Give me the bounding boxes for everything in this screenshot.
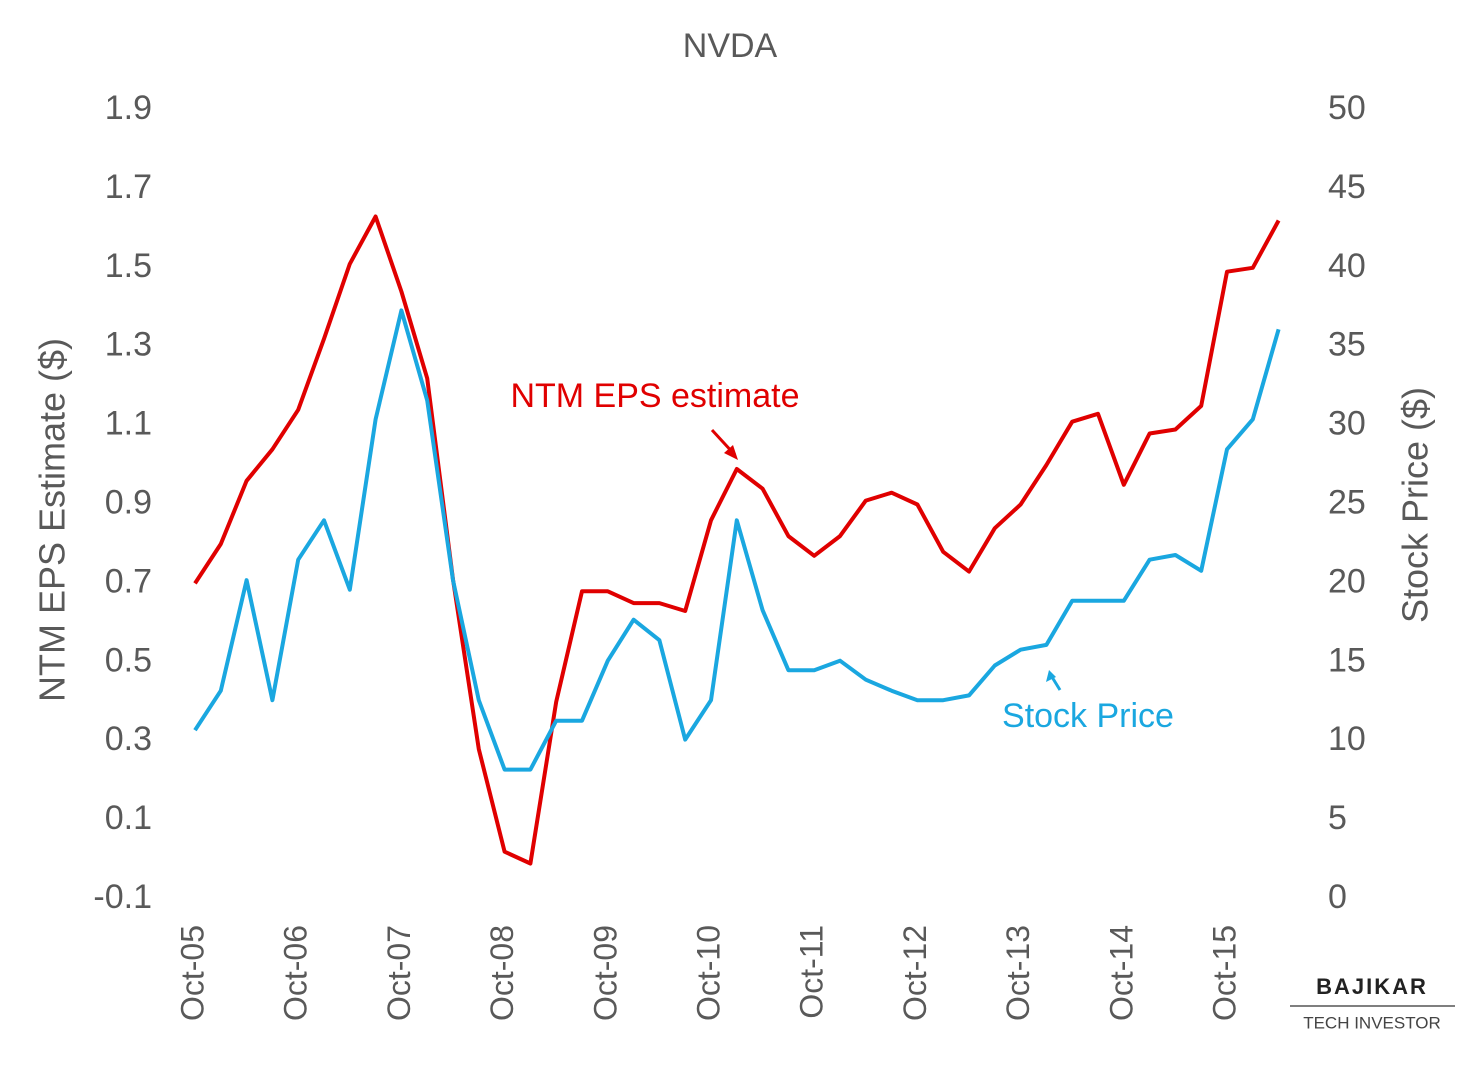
series-line [193, 308, 1281, 772]
y-tick-label: 1.1 [105, 405, 152, 443]
y-tick-label: 0.3 [105, 720, 152, 758]
series-annotation: NTM EPS estimate [510, 377, 799, 415]
annotation-arrow [1050, 676, 1062, 691]
series-annotation: Stock Price [1002, 697, 1174, 735]
chart-title: NVDA [683, 27, 778, 65]
y-tick-label: -0.1 [93, 878, 152, 916]
y2-tick-label: 25 [1328, 483, 1366, 521]
x-tick-label: Oct-07 [381, 925, 417, 1021]
x-tick-label: Oct-05 [174, 925, 210, 1021]
y2-tick-label: 20 [1328, 562, 1366, 600]
y-tick-label: 0.5 [105, 641, 152, 679]
x-tick-label: Oct-13 [1000, 925, 1036, 1021]
arrow-head [1046, 670, 1056, 682]
y-tick-label: 1.3 [105, 326, 152, 364]
y-tick-label: 1.7 [105, 168, 152, 206]
y-tick-label: 1.5 [105, 247, 152, 285]
y2-tick-label: 30 [1328, 405, 1366, 443]
y2-tick-label: 50 [1328, 89, 1366, 127]
x-tick-label: Oct-10 [690, 925, 726, 1021]
brand-tagline: TECH INVESTOR [1303, 1013, 1441, 1032]
y2-tick-label: 35 [1328, 326, 1366, 364]
y2-axis-label: Stock Price ($) [1395, 387, 1436, 623]
y2-tick-label: 40 [1328, 247, 1366, 285]
y2-tick-label: 45 [1328, 168, 1366, 206]
y2-tick-label: 10 [1328, 720, 1366, 758]
brand-name: BAJIKAR [1316, 974, 1428, 999]
y-tick-label: 1.9 [105, 89, 152, 127]
x-tick-label: Oct-11 [794, 925, 830, 1019]
x-tick-label: Oct-06 [278, 925, 314, 1021]
y2-tick-label: 5 [1328, 799, 1347, 837]
x-tick-label: Oct-09 [587, 925, 623, 1021]
x-tick-label: Oct-12 [897, 925, 933, 1021]
y-tick-label: 0.7 [105, 562, 152, 600]
y-tick-label: 0.1 [105, 799, 152, 837]
arrow-head [724, 445, 738, 460]
x-tick-label: Oct-15 [1206, 925, 1242, 1021]
series-line [193, 214, 1281, 866]
y2-tick-label: 15 [1328, 641, 1366, 679]
y-tick-label: 0.9 [105, 483, 152, 521]
x-tick-label: Oct-08 [484, 925, 520, 1021]
x-tick-label: Oct-14 [1103, 925, 1139, 1021]
y2-tick-label: 0 [1328, 878, 1347, 916]
y-axis-label: NTM EPS Estimate ($) [32, 338, 73, 702]
